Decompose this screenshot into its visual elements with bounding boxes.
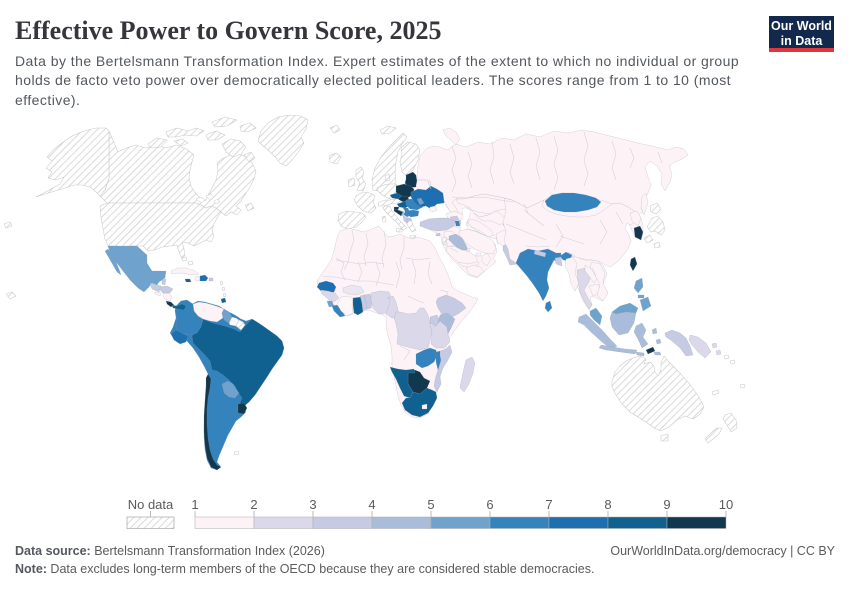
svg-text:2: 2 — [250, 497, 257, 512]
svg-text:No data: No data — [128, 497, 174, 512]
svg-text:7: 7 — [545, 497, 552, 512]
svg-text:10: 10 — [719, 497, 733, 512]
svg-text:4: 4 — [368, 497, 375, 512]
svg-text:9: 9 — [663, 497, 670, 512]
svg-text:6: 6 — [486, 497, 493, 512]
svg-text:3: 3 — [309, 497, 316, 512]
svg-text:5: 5 — [427, 497, 434, 512]
svg-text:8: 8 — [604, 497, 611, 512]
svg-text:1: 1 — [191, 497, 198, 512]
